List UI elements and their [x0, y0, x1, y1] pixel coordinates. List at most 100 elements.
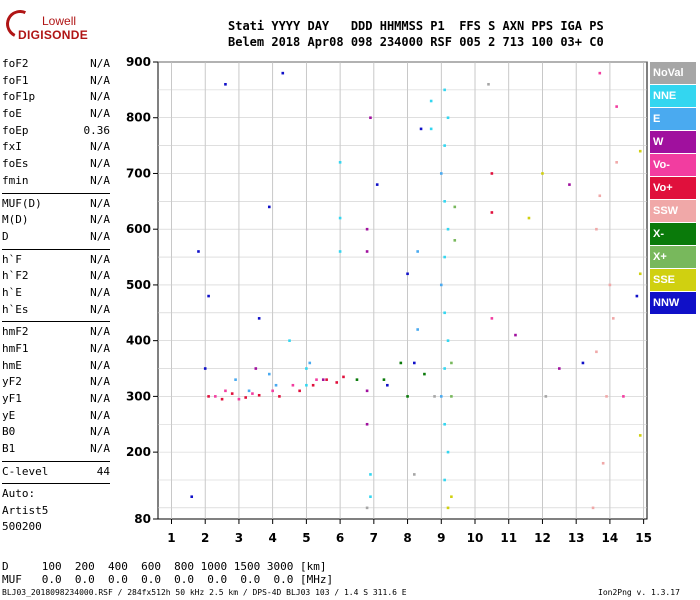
x-tick-label: 8 — [403, 531, 411, 545]
param-label: foE — [2, 107, 22, 121]
data-point-ssw — [595, 227, 598, 231]
data-point-nne — [443, 478, 446, 482]
version-info: Ion2Png v. 1.3.17 — [598, 588, 680, 597]
data-point-sse — [638, 434, 642, 437]
param-row: yF1 N/A — [2, 391, 110, 408]
data-point-x- — [399, 361, 403, 365]
data-point-ssw — [598, 194, 602, 198]
param-label: B1 — [2, 442, 16, 456]
param-separator — [2, 321, 110, 323]
data-point-nne — [446, 339, 450, 342]
data-point-nne — [429, 99, 433, 103]
param-value: N/A — [90, 269, 110, 283]
param-label: yF1 — [2, 392, 22, 406]
param-label: foEs — [2, 157, 29, 171]
autoscaling-line: 500200 — [2, 520, 42, 534]
param-row: hmF1 N/A — [2, 341, 110, 358]
x-tick-label: 10 — [467, 531, 484, 545]
param-value: N/A — [90, 392, 110, 406]
data-point-vo- — [622, 395, 625, 398]
data-point-vo- — [490, 172, 494, 175]
data-point-vo- — [214, 395, 217, 398]
logo-digisonde-text: DIGISONDE — [18, 28, 89, 42]
data-point-vo- — [598, 71, 602, 75]
data-point-nnw — [197, 250, 200, 253]
param-value: N/A — [90, 358, 110, 372]
param-row: foE N/A — [2, 106, 110, 123]
data-point-e — [439, 283, 443, 287]
data-point-nne — [369, 473, 372, 476]
param-row: foEp 0.36 — [2, 123, 110, 140]
data-point-nne — [338, 161, 342, 164]
param-label: hmF2 — [2, 325, 29, 339]
data-point-nne — [446, 116, 450, 120]
legend-item-e: E — [650, 108, 696, 130]
data-point-x- — [450, 395, 453, 398]
param-label: h`E — [2, 285, 22, 299]
x-tick-label: 13 — [568, 531, 585, 545]
logo-lowell-text: Lowell — [42, 14, 77, 28]
data-point-w — [254, 367, 258, 370]
data-point-w — [568, 183, 571, 186]
param-row: fmin N/A — [2, 173, 110, 190]
param-label: hmE — [2, 358, 22, 372]
muf-values-row: MUF 0.0 0.0 0.0 0.0 0.0 0.0 0.0 0.0 [MHz… — [2, 573, 334, 586]
data-point-noval — [433, 395, 436, 398]
x-tick-label: 11 — [500, 531, 517, 545]
param-row: yF2 N/A — [2, 374, 110, 391]
param-label: foF1 — [2, 73, 29, 87]
data-point-vo- — [271, 389, 274, 393]
param-value: N/A — [90, 285, 110, 299]
digisonde-logo: Lowell DIGISONDE — [2, 6, 88, 44]
data-point-w — [514, 333, 517, 337]
param-row: B1 N/A — [2, 441, 110, 458]
data-point-vo- — [251, 392, 254, 395]
legend-item-w: W — [650, 131, 696, 153]
param-row: D N/A — [2, 229, 110, 246]
param-row: foF1p N/A — [2, 89, 110, 106]
param-label: hmF1 — [2, 342, 29, 355]
data-point-sse — [638, 149, 642, 153]
legend-item-x-: X- — [650, 223, 696, 245]
x-tick-label: 3 — [235, 531, 243, 545]
muf-distance-row: D 100 200 400 600 800 1000 1500 3000 [km… — [2, 560, 327, 573]
param-label: h`Es — [2, 302, 29, 316]
data-point-nne — [288, 339, 291, 342]
data-point-x- — [423, 372, 426, 376]
data-point-vo- — [342, 375, 345, 379]
data-point-vo- — [490, 211, 494, 214]
x-tick-label: 4 — [268, 531, 276, 545]
param-label: B0 — [2, 425, 16, 439]
param-row: yE N/A — [2, 408, 110, 425]
y-tick-label: 200 — [126, 445, 151, 459]
data-point-vo- — [207, 395, 210, 398]
legend-item-nne: NNE — [650, 85, 696, 107]
data-point-x- — [453, 239, 457, 242]
data-point-x- — [453, 205, 457, 209]
legend-item-sse: SSE — [650, 269, 696, 291]
param-value: N/A — [90, 325, 110, 339]
y-tick-label: 500 — [126, 278, 151, 292]
data-point-nnw — [581, 361, 585, 365]
data-point-nne — [443, 255, 446, 259]
x-tick-label: 2 — [201, 531, 209, 545]
param-row: hmF2 N/A — [2, 324, 110, 341]
data-point-sse — [541, 172, 544, 175]
data-point-ssw — [611, 317, 615, 320]
param-value: N/A — [90, 140, 110, 154]
data-point-nne — [443, 144, 446, 147]
param-row: B0 N/A — [2, 424, 110, 441]
data-point-nne — [338, 250, 342, 253]
data-point-vo- — [244, 396, 247, 399]
y-tick-label: 800 — [126, 111, 151, 125]
y-tick-label: 400 — [126, 334, 151, 348]
data-point-e — [439, 172, 443, 175]
param-row: h`Es N/A — [2, 302, 110, 319]
param-value: 0.36 — [83, 123, 111, 137]
param-separator — [2, 192, 110, 194]
param-value: N/A — [90, 73, 110, 87]
param-value: N/A — [90, 425, 110, 439]
data-point-sse — [446, 506, 450, 510]
param-row: MUF(D) N/A — [2, 196, 110, 213]
data-point-vo- — [237, 397, 241, 401]
